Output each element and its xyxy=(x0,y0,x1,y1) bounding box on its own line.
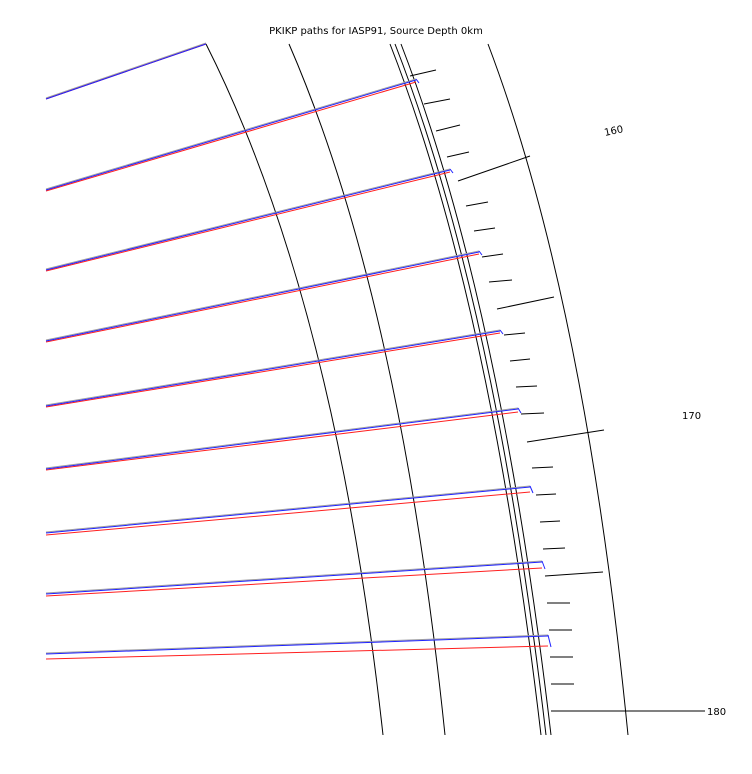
ray-path-red xyxy=(45,81,417,192)
ray-path-red xyxy=(45,332,501,408)
layer-circle-2 xyxy=(288,43,446,736)
tick-minor xyxy=(488,279,513,283)
ray-path-blue xyxy=(45,486,531,534)
ray-path-blue xyxy=(45,330,501,407)
icb-circle-1 xyxy=(389,43,542,736)
ray-path-red xyxy=(45,645,549,660)
tick-minor xyxy=(446,151,470,158)
distance-label-160: 160 xyxy=(603,124,624,139)
ray-path-gray xyxy=(45,78,417,190)
ray-path-blue xyxy=(45,635,549,655)
distance-ticks xyxy=(409,69,705,712)
ray-path-red xyxy=(45,567,543,597)
tick-minor xyxy=(473,227,496,232)
icb-circle-2 xyxy=(394,43,547,736)
tick-minor xyxy=(409,69,437,77)
ray-icb-crossing xyxy=(547,634,552,648)
ray-path-gray xyxy=(45,250,480,341)
ray-path-blue xyxy=(45,79,417,191)
distance-label-180: 180 xyxy=(707,707,726,718)
ray-icb-crossing xyxy=(499,329,504,335)
tick-minor xyxy=(481,253,504,258)
ray-icb-crossing xyxy=(478,250,483,256)
tick-minor xyxy=(423,98,451,105)
figure-title: PKIKP paths for IASP91, Source Depth 0km xyxy=(269,26,483,37)
ray-path-blue xyxy=(45,251,480,342)
ray-path-red xyxy=(45,491,531,536)
ray-path-red xyxy=(45,411,519,471)
tick-minor xyxy=(542,547,566,550)
ray-icb-crossing xyxy=(517,407,522,414)
tick-minor xyxy=(520,412,545,415)
tick-major xyxy=(496,296,555,310)
ray-icb-crossing xyxy=(529,485,534,494)
tick-minor xyxy=(531,466,554,469)
tick-minor xyxy=(509,358,531,362)
ray-path-gray xyxy=(45,42,207,99)
ray-path-blue xyxy=(45,408,519,470)
ray-path-gray xyxy=(45,407,519,469)
ray-path-gray xyxy=(45,329,501,406)
tick-major xyxy=(457,155,531,182)
ray-path-gray xyxy=(45,634,549,654)
tick-minor xyxy=(435,124,461,132)
ray-icb-crossing xyxy=(541,560,546,570)
tick-minor xyxy=(515,385,538,388)
distance-label-170: 170 xyxy=(682,411,701,422)
ray-path-blue xyxy=(45,561,543,595)
outer-circle xyxy=(487,43,629,736)
ray-path-gray xyxy=(45,560,543,594)
tick-minor xyxy=(539,520,561,523)
ray-path-gray xyxy=(45,168,451,270)
ray-path-gray xyxy=(45,485,531,533)
layer-circle-1 xyxy=(205,43,384,736)
tick-minor xyxy=(535,493,557,496)
tick-major xyxy=(544,571,604,577)
ray-path-red xyxy=(45,253,480,343)
ray-path-blue xyxy=(45,169,451,271)
icb-circle-3 xyxy=(400,43,552,736)
tick-minor xyxy=(465,201,489,207)
tick-major xyxy=(526,429,605,443)
ray-icb-crossing xyxy=(449,168,454,174)
tick-minor xyxy=(503,332,526,336)
model-circles xyxy=(205,43,629,736)
ray-icb-crossing xyxy=(415,78,420,84)
ray-path-blue xyxy=(45,43,207,100)
ray-paths xyxy=(45,42,552,660)
ray-path-red xyxy=(45,171,451,272)
